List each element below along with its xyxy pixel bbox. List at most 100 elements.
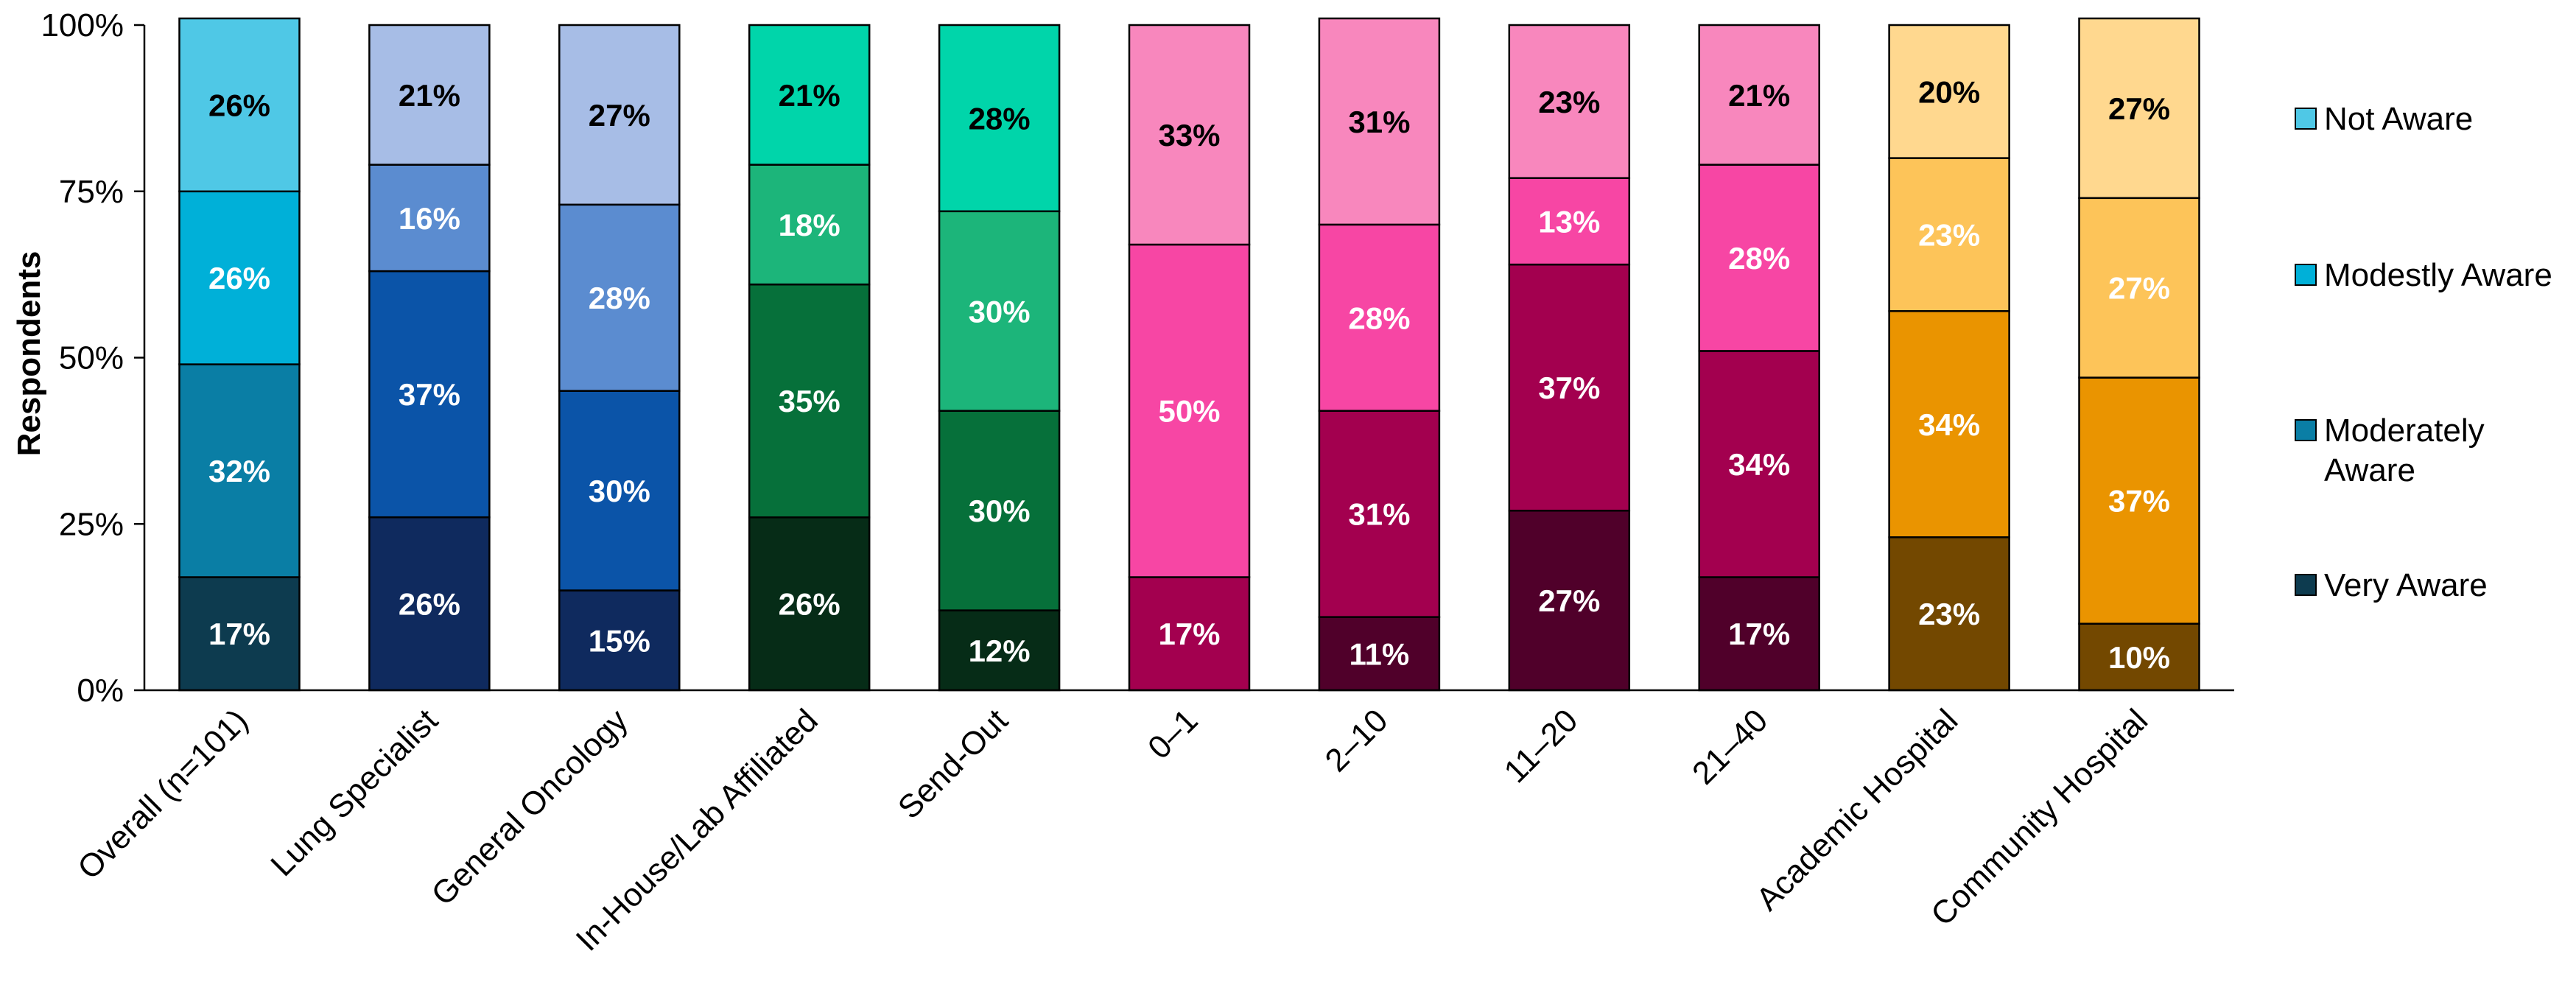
bar-segment <box>1698 350 1820 578</box>
bar-segment <box>178 363 301 578</box>
data-labels: 17% 32% 26% 26% 26% 37% 16% 21% 15% 30% 28% 27% 26% 3… <box>208 74 2170 675</box>
legend-swatch <box>2295 108 2317 130</box>
legend-label: Not Aware <box>2324 101 2473 137</box>
data-label: 17% <box>208 617 270 651</box>
data-label: 27% <box>1538 583 1600 618</box>
data-label: 23% <box>1538 85 1600 119</box>
bar-segment <box>1318 17 1441 226</box>
data-label: 17% <box>1728 617 1790 651</box>
bar-segment <box>1508 24 1631 179</box>
data-label: 27% <box>2108 271 2170 306</box>
data-label: 37% <box>1538 371 1600 405</box>
data-label: 31% <box>1348 497 1410 532</box>
legend-label: Modestly Aware <box>2324 257 2552 293</box>
data-label: 27% <box>589 98 650 133</box>
data-label: 16% <box>399 201 460 236</box>
bar-segment <box>178 576 301 692</box>
bar-segment <box>2078 376 2200 625</box>
data-label: 30% <box>969 294 1031 329</box>
bar-segment <box>1128 24 1251 246</box>
y-tick-label: 0% <box>77 673 124 709</box>
bar-segment <box>558 390 681 592</box>
data-label: 34% <box>1918 407 1980 442</box>
legend-label: Aware <box>2324 452 2415 488</box>
bar-segment <box>558 203 681 392</box>
bar-segment <box>1698 164 1820 352</box>
x-tick-label: Community Hospital <box>1924 702 2155 933</box>
plot-area <box>178 17 2200 692</box>
x-tick-label: General Oncology <box>424 702 634 912</box>
bar-segment <box>938 210 1061 412</box>
data-label: 35% <box>779 384 840 418</box>
data-label: 13% <box>1538 204 1600 239</box>
x-tick-label: 2–10 <box>1319 702 1395 779</box>
legend-swatch <box>2295 419 2317 441</box>
data-label: 17% <box>1158 617 1220 651</box>
x-tick-label: Overall (n=101) <box>71 702 255 886</box>
data-label: 20% <box>1918 74 1980 109</box>
bar-segment <box>178 17 301 193</box>
data-label: 23% <box>1918 597 1980 631</box>
data-label: 26% <box>779 587 840 622</box>
data-label: 37% <box>2108 484 2170 519</box>
data-label: 34% <box>1728 447 1790 482</box>
data-label: 11% <box>1350 636 1410 671</box>
data-label: 26% <box>208 88 270 122</box>
data-label: 21% <box>1728 78 1790 113</box>
bar-segment <box>368 164 491 273</box>
data-label: 32% <box>208 454 270 488</box>
bar-segment <box>368 516 491 692</box>
legend-label: Moderately <box>2324 413 2485 449</box>
data-label: 33% <box>1158 118 1220 152</box>
y-axis-title: Respondents <box>11 251 47 457</box>
legend-label: Very Aware <box>2324 567 2488 603</box>
bar-segment <box>1888 310 2010 538</box>
data-label: 26% <box>399 587 460 622</box>
x-tick-label: 11–20 <box>1498 702 1585 790</box>
y-tick-label: 50% <box>59 340 124 376</box>
y-tick-label: 100% <box>41 7 124 43</box>
bar-segment <box>368 24 491 166</box>
data-label: 31% <box>1348 105 1410 139</box>
data-label: 18% <box>779 208 840 242</box>
data-label: 28% <box>1348 301 1410 335</box>
bar-segment <box>1508 509 1631 692</box>
legend-swatch <box>2295 574 2317 596</box>
data-label: 10% <box>2108 640 2170 675</box>
bar-segment <box>938 24 1061 213</box>
x-tick-label: Lung Specialist <box>264 702 445 883</box>
x-tick-label: 0–1 <box>1141 702 1205 766</box>
bar-segment <box>558 24 681 206</box>
x-tick-label: 21–40 <box>1685 702 1775 791</box>
data-label: 28% <box>589 281 650 315</box>
data-label: 30% <box>589 474 650 508</box>
bar-segment <box>748 516 871 692</box>
data-label: 26% <box>208 261 270 295</box>
data-label: 15% <box>589 623 650 658</box>
bar-segment <box>1318 616 1441 692</box>
bar-segment <box>2078 17 2200 200</box>
bar-segment <box>1888 24 2010 159</box>
y-tick-label: 75% <box>59 174 124 210</box>
bar-segment <box>1888 536 2010 692</box>
data-label: 23% <box>1918 217 1980 252</box>
bar-segment <box>2078 197 2200 379</box>
bar-segment <box>1128 576 1251 692</box>
axes: 0% 25% 50% 75% 100% <box>41 7 2234 709</box>
data-label: 50% <box>1158 394 1220 429</box>
data-label: 37% <box>399 377 460 412</box>
data-label: 27% <box>2108 91 2170 126</box>
bar-segment <box>1318 410 1441 618</box>
data-label: 12% <box>969 634 1031 668</box>
data-label: 28% <box>969 101 1031 136</box>
y-tick-label: 25% <box>59 506 124 542</box>
data-label: 30% <box>969 494 1031 528</box>
x-tick-label: Academic Hospital <box>1749 702 1965 917</box>
x-tick-label: Send-Out <box>891 702 1015 826</box>
bar-segment <box>1508 263 1631 512</box>
bar-segment <box>1888 157 2010 312</box>
legend-swatch <box>2295 264 2317 286</box>
